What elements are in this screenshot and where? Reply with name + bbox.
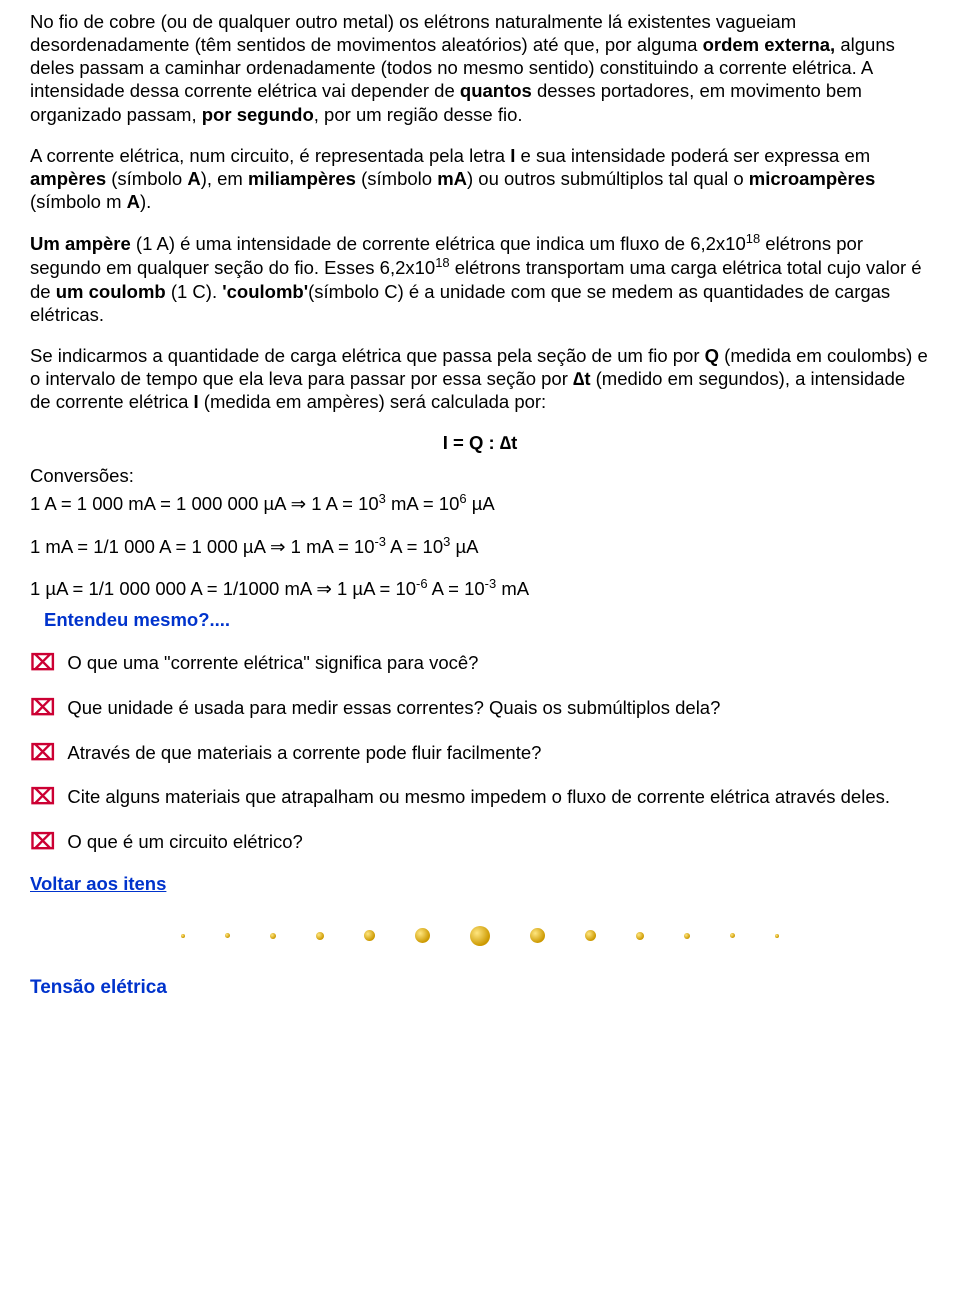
text-bold: miliampères bbox=[248, 168, 356, 189]
text: Se indicarmos a quantidade de carga elét… bbox=[30, 345, 705, 366]
dot-icon bbox=[530, 928, 545, 943]
back-link-container: Voltar aos itens bbox=[30, 872, 930, 895]
text: (1 C). bbox=[166, 281, 223, 302]
dot-icon bbox=[364, 930, 375, 941]
dot-icon bbox=[270, 933, 276, 939]
text-bold: Q bbox=[705, 345, 719, 366]
section-title: Tensão elétrica bbox=[30, 976, 930, 1000]
dot-icon bbox=[415, 928, 430, 943]
text-bold: quantos bbox=[460, 80, 532, 101]
text-bold: ampères bbox=[30, 168, 106, 189]
dot-icon bbox=[470, 926, 490, 946]
text: mA bbox=[496, 578, 529, 599]
text-bold: ordem externa, bbox=[703, 34, 836, 55]
question-1: ⌧ O que uma "corrente elétrica" significa… bbox=[30, 649, 930, 678]
text: 1 mA = 1/1 000 A = 1 000 µA ⇒ 1 mA = 10 bbox=[30, 536, 375, 557]
question-text: O que é um circuito elétrico? bbox=[67, 831, 302, 852]
text-bold: um coulomb bbox=[56, 281, 166, 302]
paragraph-ampere: Um ampère (1 A) é uma intensidade de cor… bbox=[30, 231, 930, 326]
superscript: 6 bbox=[459, 491, 466, 506]
superscript: 18 bbox=[746, 231, 760, 246]
text-bold: A bbox=[187, 168, 200, 189]
dot-icon bbox=[316, 932, 324, 940]
question-text: O que uma "corrente elétrica" significa … bbox=[67, 652, 478, 673]
text-bold: A bbox=[127, 191, 140, 212]
text-bold: ∆t bbox=[573, 368, 590, 389]
text: A = 10 bbox=[386, 536, 443, 557]
text-bold: 'coulomb' bbox=[222, 281, 308, 302]
dot-icon bbox=[636, 932, 644, 940]
bullet-icon: ⌧ bbox=[30, 649, 55, 678]
superscript: -3 bbox=[485, 576, 497, 591]
text: 1 A = 1 000 mA = 1 000 000 µA ⇒ 1 A = 10 bbox=[30, 494, 379, 515]
text: µA bbox=[450, 536, 478, 557]
text-bold: Um ampère bbox=[30, 233, 131, 254]
question-text: Cite alguns materiais que atrapalham ou … bbox=[67, 786, 890, 807]
text: (símbolo bbox=[356, 168, 437, 189]
question-text: Através de que materiais a corrente pode… bbox=[67, 742, 541, 763]
text: ), em bbox=[201, 168, 248, 189]
superscript: -6 bbox=[416, 576, 428, 591]
dot-icon bbox=[181, 934, 185, 938]
bullet-icon: ⌧ bbox=[30, 783, 55, 812]
text: A corrente elétrica, num circuito, é rep… bbox=[30, 145, 510, 166]
question-4: ⌧ Cite alguns materiais que atrapalham ou… bbox=[30, 783, 930, 812]
text: (1 A) é uma intensidade de corrente elét… bbox=[131, 233, 746, 254]
text: A = 10 bbox=[428, 578, 485, 599]
text: No fio de cobre (ou de qualquer outro me… bbox=[30, 11, 796, 55]
conversion-line-3: 1 µA = 1/1 000 000 A = 1/1000 mA ⇒ 1 µA … bbox=[30, 576, 930, 600]
dot-icon bbox=[225, 933, 230, 938]
dot-icon bbox=[684, 933, 690, 939]
paragraph-formula-intro: Se indicarmos a quantidade de carga elét… bbox=[30, 344, 930, 413]
text: (símbolo m bbox=[30, 191, 127, 212]
conversion-line-1: 1 A = 1 000 mA = 1 000 000 µA ⇒ 1 A = 10… bbox=[30, 491, 930, 515]
text: (símbolo bbox=[106, 168, 187, 189]
text-bold: mA bbox=[437, 168, 467, 189]
question-5: ⌧ O que é um circuito elétrico? bbox=[30, 828, 930, 857]
formula: I = Q : ∆t bbox=[30, 431, 930, 454]
bullet-icon: ⌧ bbox=[30, 828, 55, 857]
paragraph-intro: No fio de cobre (ou de qualquer outro me… bbox=[30, 10, 930, 126]
bullet-icon: ⌧ bbox=[30, 739, 55, 768]
text: 1 µA = 1/1 000 000 A = 1/1000 mA ⇒ 1 µA … bbox=[30, 578, 416, 599]
text: (medida em ampères) será calculada por: bbox=[199, 391, 547, 412]
text-bold: por segundo bbox=[202, 104, 314, 125]
dot-icon bbox=[730, 933, 735, 938]
text: e sua intensidade poderá ser expressa em bbox=[515, 145, 870, 166]
superscript: 18 bbox=[435, 255, 449, 270]
text: µA bbox=[467, 494, 495, 515]
text: ). bbox=[140, 191, 151, 212]
text-bold: microampères bbox=[749, 168, 875, 189]
divider-ornament bbox=[30, 921, 930, 951]
conversion-line-2: 1 mA = 1/1 000 A = 1 000 µA ⇒ 1 mA = 10-… bbox=[30, 534, 930, 558]
question-text: Que unidade é usada para medir essas cor… bbox=[67, 697, 720, 718]
dot-icon bbox=[775, 934, 779, 938]
dot-icon bbox=[585, 930, 596, 941]
question-3: ⌧ Através de que materiais a corrente pod… bbox=[30, 739, 930, 768]
text: ) ou outros submúltiplos tal qual o bbox=[467, 168, 749, 189]
document-page: No fio de cobre (ou de qualquer outro me… bbox=[0, 0, 960, 1037]
superscript: -3 bbox=[375, 534, 387, 549]
back-link[interactable]: Voltar aos itens bbox=[30, 873, 166, 894]
paragraph-units: A corrente elétrica, num circuito, é rep… bbox=[30, 144, 930, 213]
superscript: 3 bbox=[379, 491, 386, 506]
conversions-label: Conversões: bbox=[30, 464, 930, 487]
text: , por um região desse fio. bbox=[314, 104, 523, 125]
understood-heading: Entendeu mesmo?.... bbox=[30, 608, 930, 631]
bullet-icon: ⌧ bbox=[30, 694, 55, 723]
text: mA = 10 bbox=[386, 494, 460, 515]
question-2: ⌧ Que unidade é usada para medir essas co… bbox=[30, 694, 930, 723]
